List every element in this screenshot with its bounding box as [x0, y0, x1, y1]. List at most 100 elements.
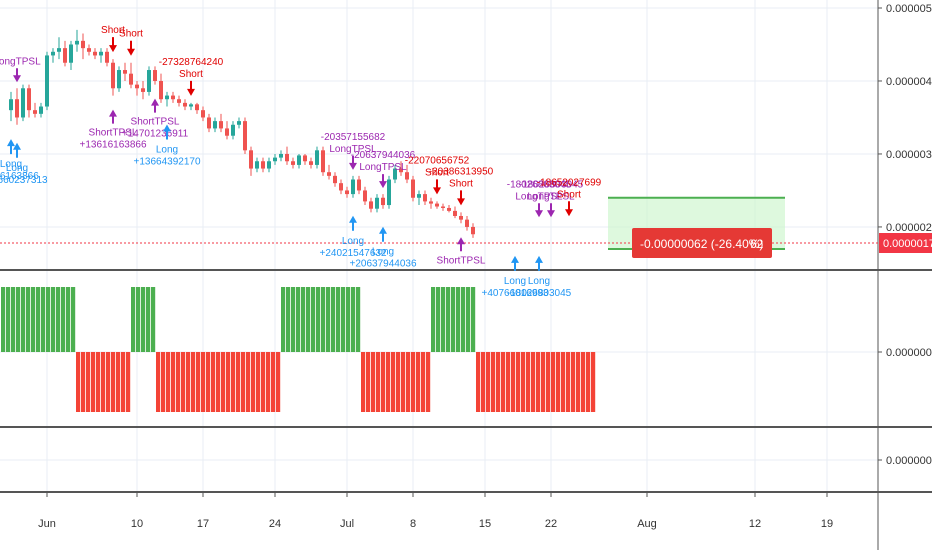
histogram-bars	[1, 287, 596, 412]
histogram-bar-up	[311, 287, 316, 352]
candle-body	[165, 95, 169, 100]
short-arrow-icon	[433, 179, 441, 195]
candle-body	[33, 110, 37, 114]
histogram-bar-up	[466, 287, 471, 352]
histogram-bar-up	[296, 287, 301, 352]
time-axis[interactable]: Jun 10 17 24 Jul 8 15 22 Aug 12 19	[38, 492, 833, 530]
time-tick-label: Jul	[340, 518, 354, 530]
histogram-bar-down	[566, 352, 571, 412]
candle-body	[435, 203, 439, 207]
histogram-bar-down	[196, 352, 201, 412]
histogram-bar-up	[131, 287, 136, 352]
histogram-bar-up	[336, 287, 341, 352]
candle-body	[39, 106, 43, 114]
time-tick-label: 8	[410, 518, 416, 530]
candle-body	[207, 117, 211, 129]
time-tick-label: 22	[545, 518, 557, 530]
histogram-bar-down	[391, 352, 396, 412]
candle-body	[387, 179, 391, 206]
histogram-bar-up	[141, 287, 146, 352]
signal-value: -18026803045	[507, 288, 572, 299]
signal-label: ShortTPSL	[131, 117, 180, 128]
candle-body	[87, 48, 91, 52]
signal-label: Short	[425, 167, 449, 178]
short-arrow-icon	[127, 40, 135, 56]
histogram-bar-up	[281, 287, 286, 352]
price-tick-label: 0.00000200	[886, 222, 932, 234]
candle-body	[333, 175, 337, 184]
candle-body	[453, 210, 457, 216]
price-tick-label: 0.00000300	[886, 149, 932, 161]
long-arrow-icon	[349, 215, 357, 231]
histogram-bar-up	[51, 287, 56, 352]
tpsl-arrow-icon	[379, 174, 387, 189]
time-tick-label: 12	[749, 518, 761, 530]
price-tick-label: 0.00000500	[886, 3, 932, 15]
long-arrow-icon	[379, 226, 387, 242]
candle-body	[471, 226, 475, 235]
signal-label: Short	[119, 29, 143, 40]
histogram-bar-up	[31, 287, 36, 352]
candle-body	[201, 110, 205, 118]
histogram-bar-down	[481, 352, 486, 412]
histogram-bar-up	[291, 287, 296, 352]
histogram-bar-up	[431, 287, 436, 352]
candle-body	[75, 40, 79, 45]
candle-body	[393, 168, 397, 180]
candle-body	[345, 190, 349, 195]
candle-body	[369, 201, 373, 209]
histogram-bar-up	[471, 287, 476, 352]
signal-value: 3616163866	[0, 171, 39, 182]
histogram-bar-down	[271, 352, 276, 412]
histogram-bar-up	[316, 287, 321, 352]
histogram-bar-down	[361, 352, 366, 412]
histogram-bar-down	[221, 352, 226, 412]
candle-body	[285, 153, 289, 162]
candle-body	[105, 51, 109, 63]
signal-label: Long	[504, 276, 526, 287]
candle-body	[309, 161, 313, 165]
candle-body	[81, 40, 85, 49]
candle-body	[351, 179, 355, 195]
candle-body	[21, 88, 25, 118]
histogram-bar-down	[571, 352, 576, 412]
signal-label: ShortTPSL	[89, 128, 138, 139]
histogram-bar-down	[371, 352, 376, 412]
histogram-bar-down	[171, 352, 176, 412]
histogram-bar-down	[576, 352, 581, 412]
histogram-bar-down	[251, 352, 256, 412]
short-arrow-icon	[457, 190, 465, 206]
candle-body	[279, 153, 283, 158]
candle-body	[273, 157, 277, 162]
histogram-bar-down	[206, 352, 211, 412]
candle-body	[147, 70, 151, 92]
last-price-label: 0.00000178	[883, 238, 932, 250]
histogram-bar-up	[461, 287, 466, 352]
candle-body	[261, 161, 265, 169]
candle-body	[117, 70, 121, 89]
histogram-bar-up	[71, 287, 76, 352]
long-arrow-icon	[163, 124, 171, 140]
histogram-bar-down	[381, 352, 386, 412]
candle-body	[321, 150, 325, 173]
histogram-bar-down	[236, 352, 241, 412]
histogram-bar-down	[561, 352, 566, 412]
histogram-bar-down	[501, 352, 506, 412]
signal-label: LongTPSL	[359, 162, 407, 173]
histogram-bar-down	[521, 352, 526, 412]
tpsl-arrow-icon	[151, 98, 159, 113]
candle-body	[357, 179, 361, 191]
histogram-bar-up	[456, 287, 461, 352]
price-axis[interactable]: 0.00000500 0.00000400 0.00000300 0.00000200…	[878, 3, 932, 467]
histogram-bar-up	[451, 287, 456, 352]
short-arrow-icon	[565, 201, 573, 217]
candle-body	[447, 207, 451, 211]
histogram-bar-down	[586, 352, 591, 412]
signal-value: -18652027699	[537, 177, 602, 188]
histogram-bar-up	[286, 287, 291, 352]
histogram-bar-up	[46, 287, 51, 352]
histogram-bar-up	[356, 287, 361, 352]
histogram-bar-down	[246, 352, 251, 412]
